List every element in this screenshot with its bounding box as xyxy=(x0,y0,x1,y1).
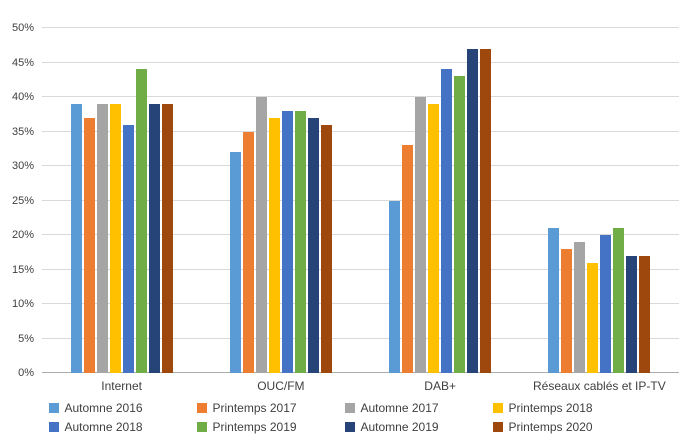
legend-swatch-icon xyxy=(48,422,59,432)
bar xyxy=(574,241,586,373)
legend-swatch-icon xyxy=(344,422,355,432)
y-tick-label: 20% xyxy=(11,229,34,241)
bar xyxy=(83,117,95,373)
legend-label: Printemps 2019 xyxy=(212,420,297,434)
bar xyxy=(467,48,479,373)
y-tick-label: 0% xyxy=(18,367,34,379)
gridline xyxy=(42,337,679,339)
x-category-label: OUC/FM xyxy=(257,379,305,393)
legend-item: Automne 2018 xyxy=(48,420,197,434)
bar xyxy=(135,69,147,373)
legend-item: Printemps 2017 xyxy=(196,401,345,415)
x-axis-baseline xyxy=(42,372,679,373)
y-tick-label: 15% xyxy=(11,263,34,276)
bar xyxy=(639,255,651,373)
bar-group xyxy=(201,28,360,373)
x-axis: Internet OUC/FM DAB+ Réseaux cablés et IP-T… xyxy=(0,373,689,393)
y-tick-label: 10% xyxy=(11,298,34,310)
legend-swatch-icon xyxy=(196,403,207,413)
gridlines xyxy=(42,27,679,373)
bar xyxy=(122,124,134,373)
legend-label: Automne 2019 xyxy=(360,420,439,434)
gridline xyxy=(42,130,679,132)
bar xyxy=(548,228,560,373)
bar xyxy=(307,117,319,373)
chart-main: 0% 5% 10% 15% 20% 25% 30% 35% 40% 45% 50% xyxy=(0,22,689,379)
y-axis: 0% 5% 10% 15% 20% 25% 30% 35% 40% 45% 50% xyxy=(0,22,42,379)
bar xyxy=(428,103,440,373)
bar xyxy=(613,228,625,373)
bar xyxy=(281,110,293,373)
bar xyxy=(454,76,466,373)
legend-swatch-icon xyxy=(48,403,59,413)
y-tick-label: 25% xyxy=(11,194,34,207)
y-tick-label: 30% xyxy=(11,160,34,172)
x-category-label: Réseaux cablés et IP-TV xyxy=(533,379,666,393)
y-tick-label: 50% xyxy=(11,22,34,34)
plot-groups xyxy=(42,28,679,373)
bar xyxy=(96,103,108,373)
gridline xyxy=(42,165,679,166)
gridline xyxy=(42,96,679,97)
legend-label: Printemps 2018 xyxy=(508,401,593,415)
bar xyxy=(626,255,638,373)
x-category-label: Internet xyxy=(101,379,142,393)
legend-swatch-icon xyxy=(492,403,503,413)
legend-label: Printemps 2020 xyxy=(508,420,593,434)
bar xyxy=(229,152,241,373)
gridline xyxy=(42,234,679,235)
bar xyxy=(320,124,332,373)
bar-group xyxy=(520,28,679,373)
bar xyxy=(294,110,306,373)
legend-item: Automne 2017 xyxy=(344,401,493,415)
legend-swatch-icon xyxy=(196,422,207,432)
bar xyxy=(161,103,173,373)
bar xyxy=(587,262,599,373)
bar-group xyxy=(42,28,201,373)
bar xyxy=(600,235,612,373)
gridline xyxy=(42,27,679,28)
bar xyxy=(402,145,414,373)
legend-item: Printemps 2020 xyxy=(492,420,641,434)
x-category-label: DAB+ xyxy=(424,379,456,393)
bar xyxy=(441,69,453,373)
y-tick-label: 5% xyxy=(18,332,34,345)
bar xyxy=(415,97,427,373)
bar xyxy=(268,117,280,373)
y-tick-label: 45% xyxy=(11,56,34,69)
bar xyxy=(109,103,121,373)
gridline xyxy=(42,199,679,201)
bar xyxy=(561,248,573,373)
x-axis-labels: Internet OUC/FM DAB+ Réseaux cablés et IP-T… xyxy=(42,373,679,393)
bar xyxy=(389,200,401,373)
gridline xyxy=(42,268,679,270)
legend: Automne 2016 Printemps 2017 Automne 2017 Pr… xyxy=(0,401,689,434)
legend-label: Automne 2017 xyxy=(360,401,439,415)
bar xyxy=(480,48,492,373)
legend-swatch-icon xyxy=(492,422,503,432)
legend-label: Printemps 2017 xyxy=(212,401,297,415)
legend-item: Printemps 2019 xyxy=(196,420,345,434)
plot-area xyxy=(42,27,679,373)
legend-swatch-icon xyxy=(344,403,355,413)
bar xyxy=(255,97,267,373)
gridline xyxy=(42,61,679,63)
bar xyxy=(148,103,160,373)
y-tick-label: 35% xyxy=(11,125,34,138)
legend-item: Automne 2019 xyxy=(344,420,493,434)
legend-item: Printemps 2018 xyxy=(492,401,641,415)
gridline xyxy=(42,303,679,304)
bar xyxy=(70,103,82,373)
bar-group xyxy=(361,28,520,373)
y-tick-label: 40% xyxy=(11,91,34,103)
legend-label: Automne 2016 xyxy=(64,401,143,415)
bar xyxy=(242,131,254,373)
legend-item: Automne 2016 xyxy=(48,401,197,415)
legend-label: Automne 2018 xyxy=(64,420,143,434)
